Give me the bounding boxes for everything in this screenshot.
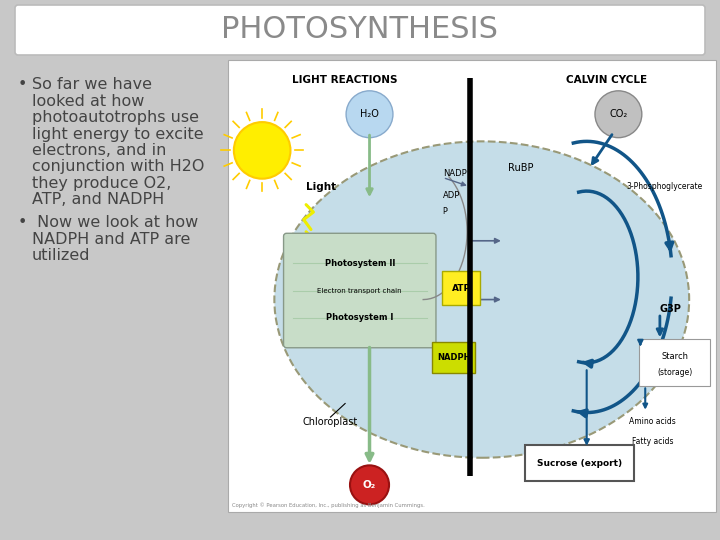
Text: PHOTOSYNTHESIS: PHOTOSYNTHESIS (222, 16, 498, 44)
Text: •: • (18, 77, 27, 92)
Text: Starch: Starch (661, 352, 688, 361)
Text: LIGHT REACTIONS: LIGHT REACTIONS (292, 76, 398, 85)
Text: RuBP: RuBP (508, 164, 534, 173)
Text: •: • (18, 215, 27, 230)
Text: ADP: ADP (443, 191, 460, 200)
Text: O₂: O₂ (363, 480, 376, 490)
Text: Chloroplast: Chloroplast (303, 417, 358, 427)
Text: Photosystem I: Photosystem I (326, 313, 393, 322)
Text: NADP⁺: NADP⁺ (443, 168, 471, 178)
Text: Sucrose (export): Sucrose (export) (537, 459, 622, 468)
FancyBboxPatch shape (228, 60, 716, 512)
Text: G3P: G3P (660, 303, 682, 314)
Text: ATP, and NADPH: ATP, and NADPH (32, 192, 164, 207)
Circle shape (595, 91, 642, 138)
Circle shape (234, 122, 290, 179)
Circle shape (350, 465, 389, 504)
Text: Pᴵ: Pᴵ (443, 207, 449, 216)
Text: CALVIN CYCLE: CALVIN CYCLE (566, 76, 647, 85)
Text: NADPH: NADPH (437, 353, 470, 362)
Ellipse shape (274, 141, 689, 458)
Text: Copyright © Pearson Education, Inc., publishing as Benjamin Cummings.: Copyright © Pearson Education, Inc., pub… (232, 502, 425, 508)
Text: Photosystem II: Photosystem II (325, 259, 395, 268)
FancyBboxPatch shape (15, 5, 705, 55)
Text: Now we look at how: Now we look at how (32, 215, 198, 230)
Text: Amino acids: Amino acids (629, 417, 676, 426)
Text: looked at how: looked at how (32, 93, 145, 109)
Text: photoautotrophs use: photoautotrophs use (32, 110, 199, 125)
Text: they produce O2,: they produce O2, (32, 176, 171, 191)
Text: CO₂: CO₂ (609, 109, 628, 119)
FancyBboxPatch shape (639, 339, 710, 387)
Text: 3-Phosphoglycerate: 3-Phosphoglycerate (626, 182, 703, 191)
Circle shape (346, 91, 393, 138)
Text: Fatty acids: Fatty acids (632, 437, 673, 447)
Text: So far we have: So far we have (32, 77, 152, 92)
FancyBboxPatch shape (284, 233, 436, 348)
Text: electrons, and in: electrons, and in (32, 143, 166, 158)
Text: NADPH and ATP are: NADPH and ATP are (32, 232, 190, 246)
FancyBboxPatch shape (432, 341, 475, 373)
Text: conjunction with H2O: conjunction with H2O (32, 159, 204, 174)
Text: ATP: ATP (451, 284, 471, 293)
Text: Light: Light (306, 181, 336, 192)
FancyBboxPatch shape (525, 446, 634, 481)
Text: light energy to excite: light energy to excite (32, 126, 204, 141)
FancyBboxPatch shape (442, 272, 480, 305)
Text: utilized: utilized (32, 248, 91, 263)
Text: Electron transport chain: Electron transport chain (318, 287, 402, 294)
Text: H₂O: H₂O (360, 109, 379, 119)
Text: (storage): (storage) (657, 368, 692, 377)
